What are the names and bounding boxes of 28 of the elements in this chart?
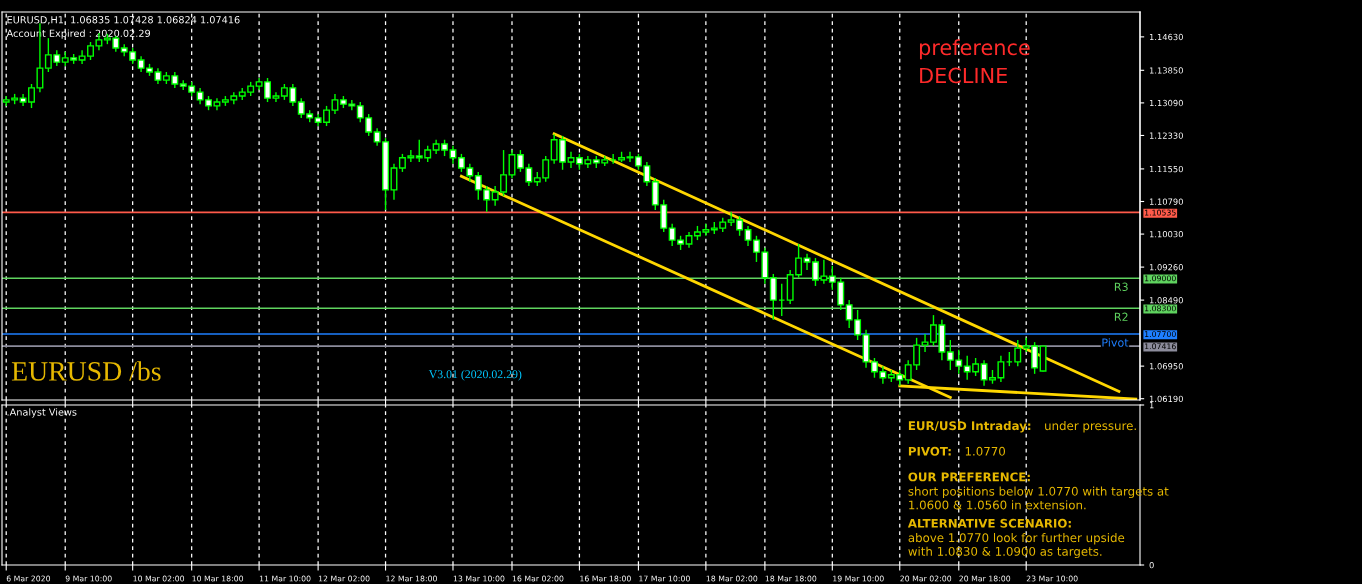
annotation: PIVOT: xyxy=(908,446,951,456)
y-tick-label: 1.13850 xyxy=(1149,67,1183,74)
y-tick-label: 1 xyxy=(1149,402,1154,409)
annotation: OUR PREFERENCE: xyxy=(908,472,1030,482)
annotation: ALTERNATIVE SCENARIO: xyxy=(907,518,1071,528)
y-tick-label: 1.06190 xyxy=(1149,395,1183,402)
y-tick-label: 1.09260 xyxy=(1149,264,1183,271)
ref-line-label: Pivot xyxy=(1102,338,1129,347)
annotation: under pressure. xyxy=(1045,421,1136,433)
annotation: EUR/USD Intraday: xyxy=(908,421,1031,433)
annotation: preference DECLINE xyxy=(919,39,1030,84)
annotation: V3.01 (2020.02.29) xyxy=(428,369,522,381)
y-tick-label: 0 xyxy=(1149,561,1154,569)
y-tick-label: 1.14630 xyxy=(1149,33,1183,41)
annotation: 1.0770 xyxy=(965,446,1006,456)
ref-line-label: R2 xyxy=(1114,312,1128,321)
chart-title: .Analyst Views xyxy=(7,408,77,418)
chart-title: EURUSD,H1 1.06835 1.07428 1.06824 1.07416 xyxy=(7,16,240,25)
annotation: EURUSD /bs xyxy=(11,361,161,381)
y-tick-label: 1.10790 xyxy=(1149,198,1183,205)
ref-line-label: R3 xyxy=(1114,282,1128,292)
annotation: above 1.0770 look for further upside with 1.0830 & 1.0900 as targets. xyxy=(908,533,1125,559)
y-tick-label: 1.12330 xyxy=(1149,132,1183,139)
y-tick-label: 1.06950 xyxy=(1149,363,1183,370)
y-tick-label: 1.11550 xyxy=(1149,165,1183,173)
y-tick-label: 1.10030 xyxy=(1149,231,1183,238)
y-tick-label: 1.08490 xyxy=(1149,297,1183,304)
y-tick-label: 1.13090 xyxy=(1149,99,1183,107)
